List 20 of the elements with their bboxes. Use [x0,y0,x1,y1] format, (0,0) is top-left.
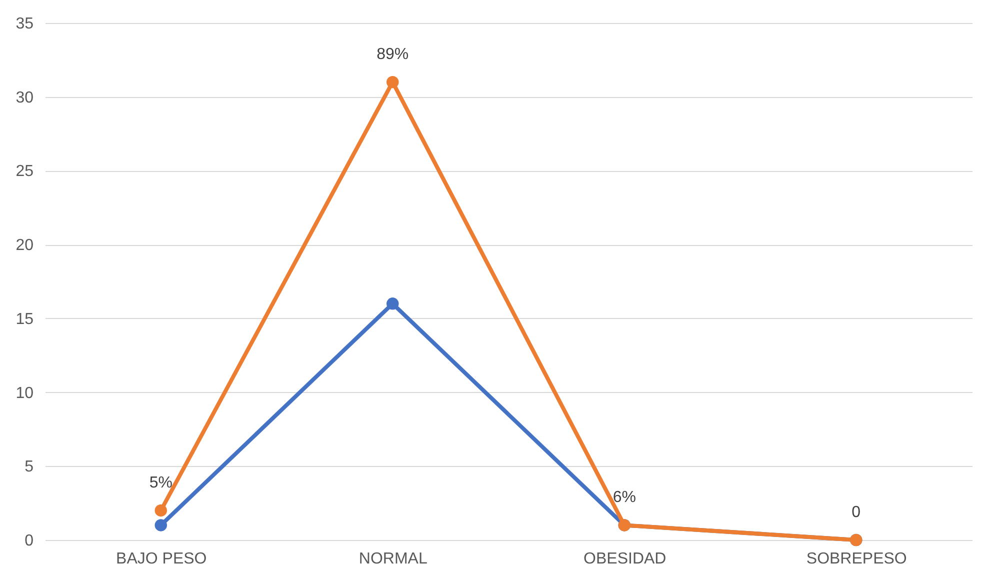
point [386,298,399,310]
annotation: 6% [612,489,636,506]
x-tick-label: NORMAL [358,550,428,568]
y-tick-label: 15 [16,310,34,328]
point [154,504,167,517]
y-tick-label: 0 [24,532,34,550]
annotation: 5% [149,474,172,492]
point [386,76,399,88]
x-tick-label: OBESIDAD [584,550,666,568]
y-tick-label: 35 [16,16,34,32]
y-tick-label: 5 [24,458,34,476]
y-tick-label: 10 [16,384,34,402]
y-tick-label: 30 [16,89,34,106]
annotation: 89% [376,46,409,64]
y-tick-label: 25 [16,163,34,180]
y-tick-label: 20 [16,237,34,254]
point [154,519,167,532]
annotation: 0 [852,504,861,521]
x-tick-label: SOBREPESO [806,550,907,568]
x-tick-label: BAJO PESO [116,550,207,568]
